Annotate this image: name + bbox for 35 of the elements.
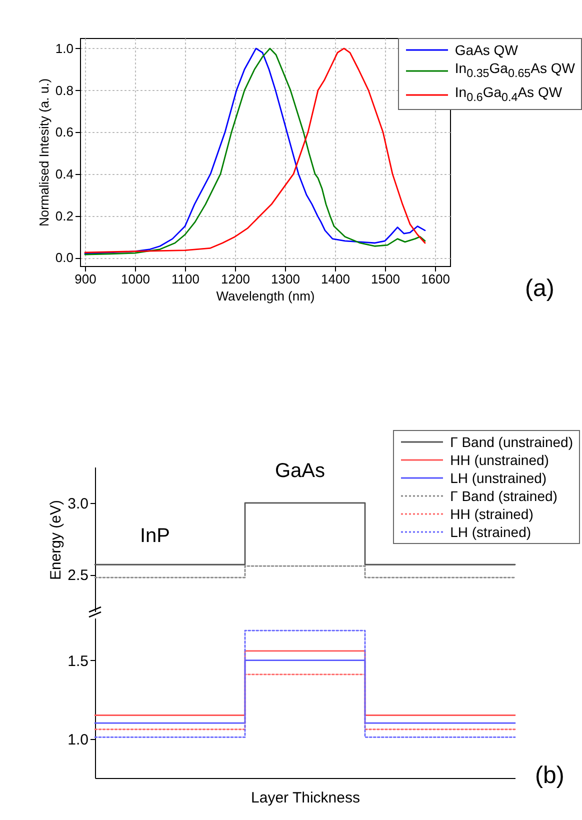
y-tick-label: 3.0	[68, 495, 88, 512]
x-tick-label: 1500	[371, 272, 400, 286]
annotation: InP	[140, 525, 170, 548]
legend-label: GaAs QW	[454, 41, 518, 59]
y-tick-label: 0.6	[55, 124, 74, 140]
x-tick-label: 1600	[421, 272, 450, 286]
x-axis-title: Wavelength (nm)	[216, 288, 315, 304]
legend-label: LH (unstrained)	[450, 469, 547, 487]
legend-label: HH (strained)	[450, 505, 534, 523]
y-tick-label: 0.4	[55, 166, 74, 182]
legend-label: Γ Band (unstrained)	[450, 433, 573, 451]
y-tick-label: 1.5	[68, 652, 88, 670]
x-tick-label: 1100	[172, 272, 200, 286]
y-tick-label: 1.0	[68, 731, 88, 748]
legend-label: Γ Band (strained)	[450, 487, 558, 505]
x-tick-label: 1000	[121, 272, 150, 286]
x-tick-label: 1200	[221, 272, 250, 286]
y-tick-label: 0.8	[55, 82, 74, 98]
legend-label: In$_{0.35}$Ga$_{0.65}$As QW	[454, 59, 575, 82]
y-tick-label: 0.0	[55, 250, 74, 266]
y-axis-title: Normalised Intesity (a. u.)	[36, 78, 52, 227]
x-tick-label: 1400	[321, 272, 350, 286]
annotation: GaAs	[275, 460, 326, 483]
x-tick-label: 900	[74, 272, 96, 286]
x-axis-title: Layer Thickness	[251, 790, 360, 806]
x-tick-label: 1300	[271, 272, 300, 286]
y-tick-label: 1.0	[55, 40, 74, 56]
legend-label: In$_{0.6}$Ga$_{0.4}$As QW	[454, 82, 562, 106]
text: (b)	[535, 762, 564, 790]
y-tick-label: 0.2	[55, 208, 74, 224]
legend-label: HH (unstrained)	[450, 451, 549, 469]
y-tick-label: 2.5	[68, 567, 88, 584]
text: (a)	[525, 275, 554, 303]
y-axis-title: Energy (eV)	[48, 500, 65, 580]
legend-label: LH (strained)	[450, 523, 532, 541]
